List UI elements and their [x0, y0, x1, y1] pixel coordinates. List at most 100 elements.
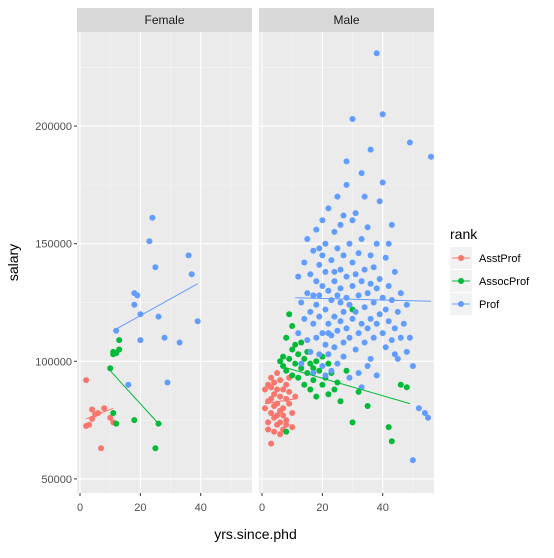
trend-line-prof — [295, 297, 431, 302]
data-point-prof — [349, 315, 356, 322]
data-point-asstprof — [98, 445, 105, 452]
x-tick-label: 20 — [134, 502, 146, 514]
data-point-prof — [367, 146, 374, 153]
data-point-assocprof — [286, 311, 293, 318]
data-point-prof — [155, 313, 162, 320]
data-point-asstprof — [277, 393, 284, 400]
data-point-assocprof — [131, 417, 138, 424]
data-point-assocprof — [286, 355, 293, 362]
data-point-prof — [331, 228, 338, 235]
data-point-assocprof — [283, 334, 290, 341]
data-point-prof — [325, 351, 332, 358]
data-point-prof — [337, 299, 344, 306]
data-point-assocprof — [116, 346, 123, 353]
data-point-prof — [349, 283, 356, 289]
data-point-prof — [415, 405, 422, 412]
data-point-assocprof — [310, 377, 317, 384]
data-point-prof — [337, 266, 344, 273]
data-point-prof — [328, 297, 335, 304]
x-tick-label: 40 — [195, 502, 207, 514]
data-point-prof — [146, 238, 153, 245]
data-point-assocprof — [301, 381, 308, 388]
data-point-prof — [376, 311, 383, 318]
data-point-prof — [337, 318, 344, 325]
data-point-prof — [343, 325, 350, 332]
data-point-prof — [385, 283, 392, 289]
data-point-prof — [349, 116, 356, 122]
data-point-prof — [340, 308, 347, 315]
data-point-prof — [364, 224, 371, 231]
data-point-prof — [346, 334, 353, 341]
data-point-asstprof — [283, 421, 290, 428]
data-point-assocprof — [298, 339, 305, 346]
data-point-prof — [304, 236, 311, 242]
data-point-assocprof — [301, 355, 308, 362]
data-point-assocprof — [113, 420, 120, 427]
data-point-prof — [361, 339, 368, 346]
data-point-prof — [358, 320, 365, 327]
data-point-prof — [310, 292, 317, 299]
data-point-prof — [316, 351, 323, 358]
data-point-prof — [322, 268, 329, 275]
data-point-prof — [343, 273, 350, 280]
data-point-prof — [382, 344, 389, 351]
data-point-prof — [346, 374, 353, 381]
data-point-prof — [331, 268, 338, 275]
data-point-asstprof — [271, 391, 278, 398]
data-point-prof — [409, 457, 416, 464]
data-point-prof — [391, 351, 398, 358]
data-point-prof — [425, 414, 431, 421]
y-tick-label: 200000 — [35, 121, 72, 133]
data-point-prof — [298, 299, 305, 306]
legend-item-prof: Prof — [450, 293, 500, 315]
data-point-prof — [134, 292, 141, 299]
data-point-prof — [334, 327, 341, 334]
x-axis-title: yrs.since.phd — [214, 526, 296, 542]
legend-item-asstprof: AsstProf — [450, 247, 522, 269]
data-point-prof — [397, 334, 404, 341]
data-point-prof — [149, 214, 156, 221]
data-point-prof — [343, 158, 350, 165]
data-point-asstprof — [89, 406, 96, 413]
data-point-assocprof — [313, 358, 320, 365]
trend-line-prof — [112, 283, 198, 332]
data-point-prof — [358, 236, 365, 242]
data-point-prof — [346, 240, 353, 247]
data-point-assocprof — [280, 353, 287, 360]
data-point-asstprof — [277, 377, 284, 384]
data-point-prof — [185, 252, 192, 259]
data-point-asstprof — [83, 377, 90, 384]
data-point-asstprof — [268, 384, 275, 391]
data-point-assocprof — [349, 419, 356, 426]
data-point-prof — [352, 346, 359, 353]
data-point-asstprof — [289, 410, 296, 416]
data-point-prof — [161, 334, 168, 341]
x-tick-label: 40 — [377, 502, 389, 514]
facet-label-male: Male — [333, 13, 359, 27]
data-point-prof — [304, 290, 311, 297]
data-point-asstprof — [292, 393, 299, 400]
data-point-prof — [379, 330, 386, 337]
data-point-prof — [340, 212, 347, 219]
data-point-asstprof — [280, 386, 287, 393]
data-point-prof — [373, 50, 380, 57]
data-point-prof — [125, 381, 132, 388]
y-tick-label: 150000 — [35, 239, 72, 251]
data-point-prof — [316, 292, 323, 299]
data-point-assocprof — [277, 358, 284, 365]
data-point-prof — [310, 320, 317, 327]
data-point-prof — [382, 254, 389, 261]
data-point-assocprof — [152, 445, 159, 452]
data-point-prof — [406, 334, 413, 341]
data-point-prof — [352, 308, 359, 315]
data-point-prof — [331, 313, 338, 320]
data-point-asstprof — [274, 412, 281, 419]
data-point-prof — [367, 355, 374, 362]
data-point-asstprof — [262, 386, 268, 393]
data-point-prof — [364, 290, 371, 297]
legend-label: Prof — [479, 299, 500, 311]
x-tick-label: 0 — [259, 502, 265, 514]
data-point-assocprof — [388, 438, 395, 445]
data-point-prof — [373, 240, 380, 247]
data-point-assocprof — [307, 360, 314, 367]
